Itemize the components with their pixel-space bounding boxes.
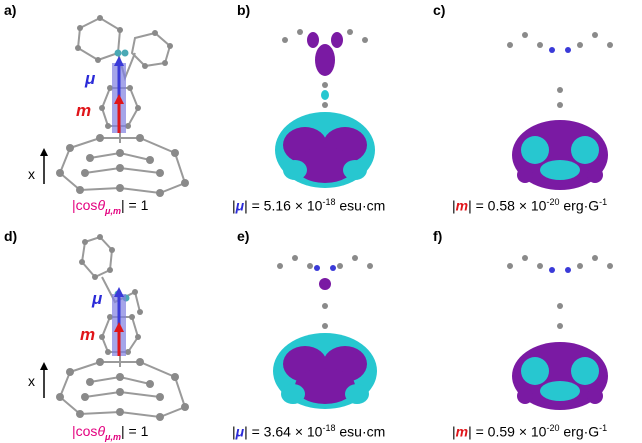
cos-caption-row1: |cosθμ,m| = 1 xyxy=(72,197,149,216)
m-vector-label: m xyxy=(76,101,91,120)
orbital-plot-e xyxy=(273,255,377,409)
mu-vector-label: μ xyxy=(91,289,103,308)
m-magnitude-caption-row1: |m| = 0.58 × 10-20 erg·G-1 xyxy=(452,197,608,214)
mu-vector-label: μ xyxy=(84,69,96,88)
panel-label-a: a) xyxy=(4,2,17,18)
molecule-structure-a: μ m xyxy=(56,15,189,197)
x-axis-arrow-d xyxy=(40,362,48,398)
cos-caption-row2: |cosθμ,m| = 1 xyxy=(72,423,149,442)
x-axis-label-a: x xyxy=(28,166,35,182)
panel-label-f: f) xyxy=(433,228,443,244)
molecule-structure-d: μ m xyxy=(56,234,189,421)
orbital-plot-c xyxy=(507,32,613,190)
mu-magnitude-caption-row1: |μ| = 5.16 × 10-18 esu·cm xyxy=(232,197,386,214)
panel-label-e: e) xyxy=(237,228,250,244)
panel-label-b: b) xyxy=(237,2,251,18)
x-axis-arrow-a xyxy=(40,148,48,184)
orbital-plot-b xyxy=(275,29,375,188)
panel-label-c: c) xyxy=(433,2,446,18)
orbital-plot-f xyxy=(507,255,613,410)
m-magnitude-caption-row2: |m| = 0.59 × 10-20 erg·G-1 xyxy=(452,423,608,440)
m-vector-label: m xyxy=(80,325,95,344)
panel-label-d: d) xyxy=(4,228,18,244)
mu-magnitude-caption-row2: |μ| = 3.64 × 10-18 esu·cm xyxy=(232,423,386,440)
x-axis-label-d: x xyxy=(28,373,35,389)
